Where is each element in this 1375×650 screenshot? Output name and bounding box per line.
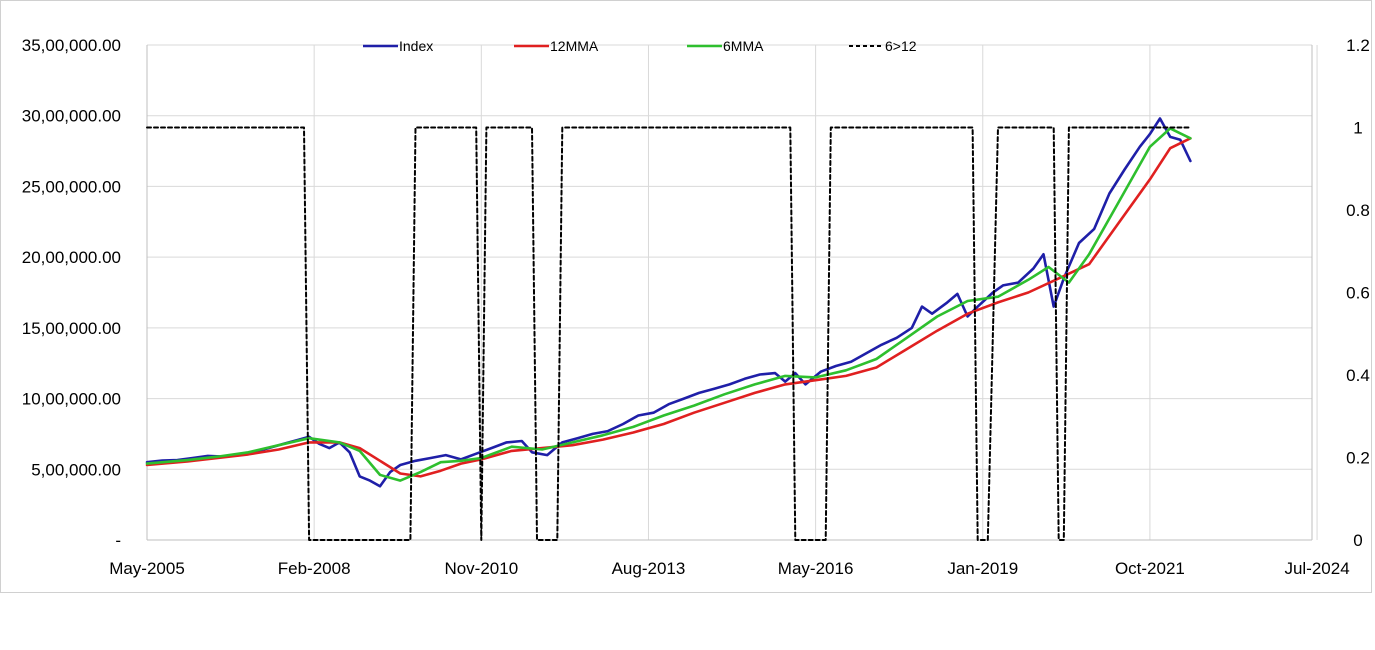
- series-line-12mma: [145, 137, 1192, 478]
- y-tick-label: 25,00,000.00: [22, 177, 121, 196]
- series-lines: [145, 117, 1192, 541]
- legend-entry: 6MMA: [723, 38, 764, 54]
- y-tick-label: 5,00,000.00: [31, 460, 121, 479]
- y-tick-label: 30,00,000.00: [22, 107, 121, 126]
- y-tick-label: 35,00,000.00: [22, 36, 121, 55]
- legend-entry: Index: [399, 38, 433, 54]
- x-tick-label: May-2005: [109, 559, 185, 578]
- x-tick-label: May-2016: [778, 559, 854, 578]
- y2-tick-label: 1.2: [1346, 36, 1370, 55]
- y2-tick-label: 0.6: [1346, 284, 1370, 303]
- x-tick-label: Feb-2008: [278, 559, 351, 578]
- y2-tick-label: 0: [1353, 531, 1362, 550]
- y-tick-label: 10,00,000.00: [22, 390, 121, 409]
- x-tick-label: Jan-2019: [947, 559, 1018, 578]
- x-tick-label: Aug-2013: [612, 559, 686, 578]
- legend: Index 12MMA 6MMA 6>12: [363, 38, 917, 54]
- y2-tick-label: 1: [1353, 119, 1362, 138]
- legend-entry: 6>12: [885, 38, 917, 54]
- y2-tick-label: 0.4: [1346, 366, 1370, 385]
- chart-frame: - 5,00,000.00 10,00,000.00 15,00,000.00 20,0…: [0, 0, 1372, 593]
- legend-entry: 12MMA: [550, 38, 599, 54]
- y-tick-label: 15,00,000.00: [22, 319, 121, 338]
- x-tick-label: Oct-2021: [1115, 559, 1185, 578]
- y-tick-label: 20,00,000.00: [22, 248, 121, 267]
- y2-tick-label: 0.8: [1346, 201, 1370, 220]
- x-tick-label: Jul-2024: [1284, 559, 1349, 578]
- axes: - 5,00,000.00 10,00,000.00 15,00,000.00 20,0…: [22, 36, 1370, 578]
- series-line-6mma: [145, 127, 1192, 482]
- y-tick-label: -: [115, 531, 121, 550]
- x-tick-label: Nov-2010: [444, 559, 518, 578]
- gridlines: [147, 44, 1318, 540]
- line-chart: - 5,00,000.00 10,00,000.00 15,00,000.00 20,0…: [22, 36, 1370, 578]
- y2-tick-label: 0.2: [1346, 449, 1370, 468]
- series-line-index: [145, 117, 1192, 488]
- series-line-6-12: [146, 126, 1192, 541]
